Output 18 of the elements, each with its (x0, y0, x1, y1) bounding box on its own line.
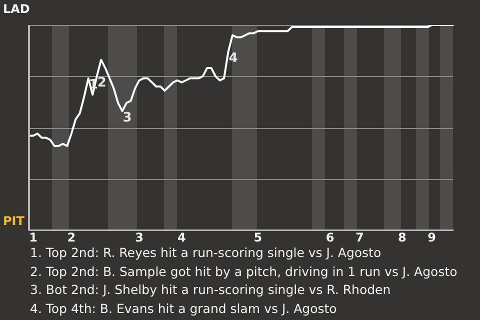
annotation: 4 (228, 51, 238, 66)
text: PIT (3, 214, 24, 228)
x-tick-label: 5 (254, 230, 262, 244)
x-tick-label: 6 (326, 230, 334, 244)
x-tick-label: 1 (29, 230, 38, 244)
text: 4. Top 4th: B. Evans hit a grand slam vs J. Agosto (30, 300, 338, 318)
x-tick-label: 4 (177, 230, 186, 244)
x-tick-label: 3 (135, 230, 144, 244)
annotation: 3 (122, 110, 132, 126)
text: 2. Top 2nd: B. Sample got hit by a pitch, driving in 1 run vs J. Agosto (30, 262, 458, 281)
x-tick-label: 8 (398, 230, 406, 244)
text: 3. Bot 2nd: J. Shelby hit a run-scoring single vs R. Rhoden (30, 281, 392, 299)
x-tick-label: 9 (428, 230, 436, 244)
x-tick-label: 2 (67, 230, 76, 244)
annotation: 2 (97, 76, 106, 91)
text: 1. Top 2nd: R. Reyes hit a run-scoring single vs J. Agosto (30, 244, 382, 262)
x-tick-label: 7 (356, 230, 364, 244)
text: LAD (3, 2, 30, 16)
